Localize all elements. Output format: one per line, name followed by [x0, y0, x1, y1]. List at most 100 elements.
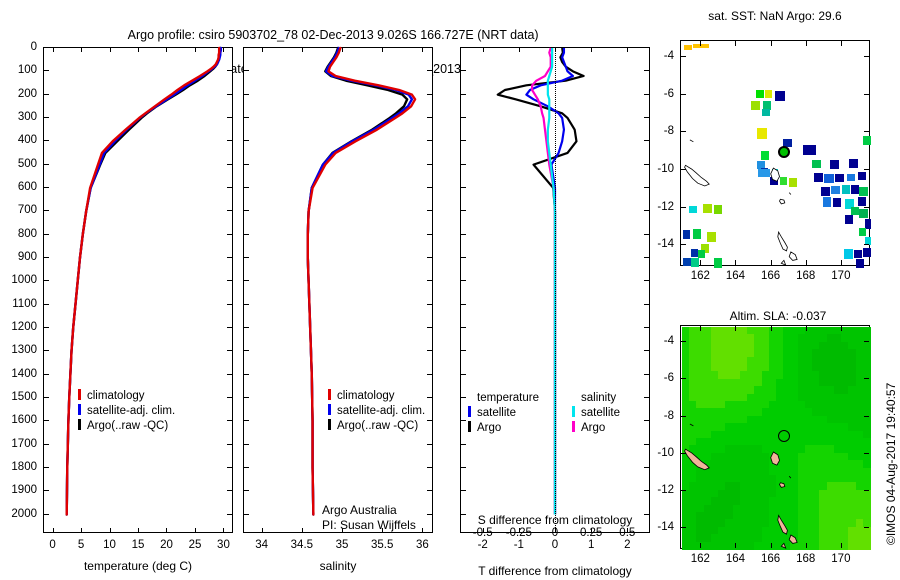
sla-grid-cell[interactable] — [848, 423, 857, 432]
sla-grid-cell[interactable] — [812, 519, 820, 528]
sla-grid-cell[interactable] — [718, 452, 726, 461]
sla-grid-cell[interactable] — [797, 334, 806, 343]
sla-grid-cell[interactable] — [804, 393, 813, 402]
sla-grid-cell[interactable] — [848, 430, 857, 439]
sla-grid-cell[interactable] — [689, 341, 698, 350]
sla-grid-cell[interactable] — [783, 534, 792, 543]
sla-grid-cell[interactable] — [689, 334, 698, 343]
depth-tick[interactable] — [461, 210, 466, 212]
sla-grid-cell[interactable] — [833, 512, 842, 520]
depth-tick[interactable] — [244, 443, 249, 445]
depth-tick[interactable] — [244, 513, 249, 515]
sla-grid-cell[interactable] — [855, 349, 864, 358]
sla-grid-cell[interactable] — [862, 423, 871, 432]
sla-grid-cell[interactable] — [797, 415, 806, 424]
depth-tick-label[interactable]: 1300 — [11, 344, 37, 357]
sla-grid-cell[interactable] — [732, 327, 741, 335]
sla-grid-cell[interactable] — [703, 467, 712, 476]
depth-tick[interactable] — [644, 396, 649, 398]
sla-grid-cell[interactable] — [725, 541, 734, 550]
depth-tick-label[interactable]: 1100 — [12, 297, 37, 310]
depth-tick[interactable] — [644, 443, 649, 445]
sla-grid-cell[interactable] — [761, 430, 770, 439]
sla-grid-cell[interactable] — [783, 415, 792, 424]
panel-note[interactable]: PI: Susan Wijffels — [322, 518, 416, 532]
depth-tick[interactable] — [44, 47, 49, 48]
sla-grid-cell[interactable] — [703, 349, 712, 358]
sla-grid-cell[interactable] — [718, 504, 726, 513]
sst-grid-cell[interactable] — [756, 160, 766, 170]
sla-grid-cell[interactable] — [790, 452, 799, 461]
sla-grid-cell[interactable] — [761, 327, 770, 335]
sst-grid-cell[interactable] — [690, 249, 698, 257]
difference-x-tick[interactable] — [591, 47, 593, 52]
sla-grid-cell[interactable] — [862, 371, 871, 380]
sla-grid-cell[interactable] — [855, 438, 864, 446]
sla-grid-cell[interactable] — [797, 341, 806, 350]
depth-tick[interactable] — [427, 163, 432, 165]
sla-grid-cell[interactable] — [819, 452, 828, 461]
sla-grid-cell[interactable] — [862, 541, 871, 550]
depth-tick[interactable] — [44, 70, 49, 72]
sla-grid-cell[interactable] — [754, 415, 763, 424]
sla-grid-cell[interactable] — [783, 475, 792, 483]
sla-grid-cell[interactable] — [747, 504, 755, 513]
sla-grid-cell[interactable] — [790, 386, 799, 395]
sla-grid-cell[interactable] — [776, 415, 784, 424]
sla-grid-cell[interactable] — [812, 460, 820, 469]
sla-grid-cell[interactable] — [739, 423, 748, 432]
difference-s-tick[interactable] — [482, 529, 484, 533]
lat-tick[interactable] — [681, 452, 686, 454]
sla-grid-cell[interactable] — [710, 423, 719, 432]
sla-grid-cell[interactable] — [862, 334, 871, 343]
sla-grid-cell[interactable] — [862, 519, 871, 528]
salinity-x-tick[interactable] — [422, 528, 424, 533]
sla-grid-cell[interactable] — [725, 430, 734, 439]
sla-grid-cell[interactable] — [797, 364, 806, 372]
sla-grid-cell[interactable] — [848, 371, 857, 380]
sla-grid-cell[interactable] — [804, 327, 813, 335]
sst-grid-cell[interactable] — [859, 228, 867, 236]
sla-grid-cell[interactable] — [732, 445, 741, 454]
lat-tick-label[interactable]: -8 — [663, 125, 674, 138]
legend-label[interactable]: satellite-adj. clim. — [87, 405, 176, 417]
depth-tick[interactable] — [461, 513, 466, 515]
sla-grid-cell[interactable] — [703, 526, 712, 535]
sla-grid-cell[interactable] — [783, 452, 792, 461]
difference-x-tick-label[interactable]: 2 — [624, 539, 631, 551]
sla-grid-cell[interactable] — [819, 482, 828, 491]
sla-grid-cell[interactable] — [696, 430, 705, 439]
sst-grid-cell[interactable] — [831, 186, 841, 195]
sla-grid-cell[interactable] — [819, 475, 828, 483]
sla-grid-cell[interactable] — [826, 519, 835, 528]
sla-grid-cell[interactable] — [841, 401, 849, 409]
legend-swatch[interactable] — [572, 421, 575, 432]
sla-grid-cell[interactable] — [703, 327, 712, 335]
sla-grid-cell[interactable] — [718, 349, 726, 358]
sla-grid-cell[interactable] — [682, 356, 690, 365]
sla-grid-cell[interactable] — [812, 504, 820, 513]
sla-grid-cell[interactable] — [718, 519, 726, 528]
sla-grid-cell[interactable] — [826, 475, 835, 483]
sla-grid-cell[interactable] — [841, 534, 849, 543]
sla-grid-cell[interactable] — [732, 356, 741, 365]
sst-grid-cell[interactable] — [822, 197, 832, 207]
sla-grid-cell[interactable] — [783, 371, 792, 380]
sla-grid-cell[interactable] — [703, 401, 712, 409]
sla-grid-cell[interactable] — [710, 341, 719, 350]
sla-grid-cell[interactable] — [790, 393, 799, 402]
sla-grid-cell[interactable] — [804, 534, 813, 543]
sla-grid-cell[interactable] — [710, 334, 719, 343]
sla-grid-cell[interactable] — [718, 512, 726, 520]
sla-grid-cell[interactable] — [761, 408, 770, 417]
panel-note[interactable]: Argo Australia — [322, 503, 397, 517]
sst-grid-cell[interactable] — [843, 249, 854, 260]
depth-tick[interactable] — [644, 47, 649, 48]
sla-grid-cell[interactable] — [812, 475, 820, 483]
sla-grid-cell[interactable] — [797, 534, 806, 543]
sla-grid-cell[interactable] — [689, 467, 698, 476]
depth-tick[interactable] — [427, 93, 432, 95]
sla-grid-cell[interactable] — [841, 430, 849, 439]
difference-s-tick-label[interactable]: 0 — [551, 527, 559, 539]
depth-tick[interactable] — [227, 140, 232, 142]
